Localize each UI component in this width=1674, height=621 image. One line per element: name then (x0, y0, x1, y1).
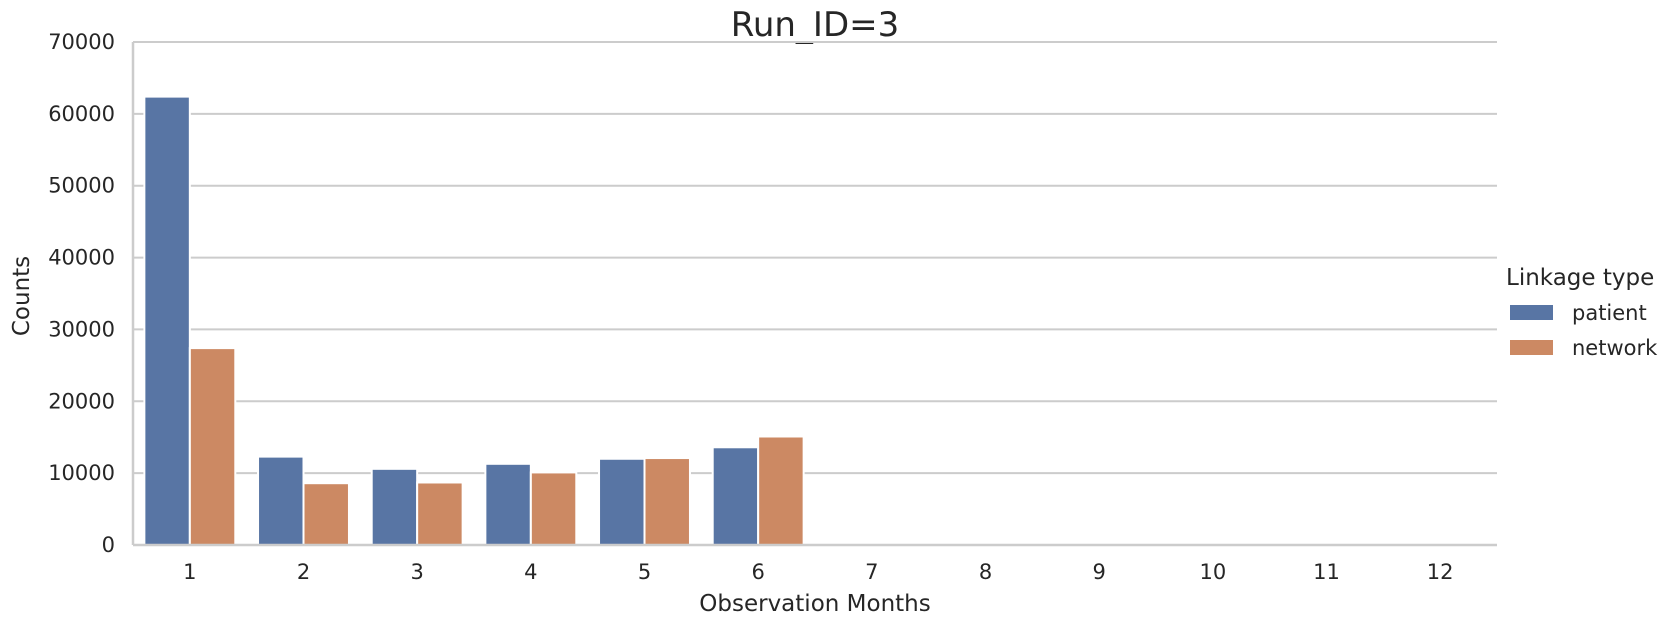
legend-label-network: network (1572, 336, 1658, 360)
x-tick-label: 1 (183, 560, 196, 584)
y-tick-label: 50000 (48, 174, 115, 198)
y-tick-label: 60000 (48, 102, 115, 126)
bar-patient-6 (711, 446, 760, 547)
legend-swatch-network (1510, 340, 1553, 355)
bar-network-3 (416, 481, 464, 546)
x-tick-label: 8 (979, 560, 992, 584)
y-tick-label: 0 (102, 533, 115, 557)
x-tick-labels: 1 2 3 4 5 6 7 8 9 10 11 12 (183, 560, 1453, 584)
bar-patient-3 (370, 467, 419, 546)
gridlines (133, 41, 1497, 475)
bar-patient-1 (143, 95, 191, 547)
y-tick-label: 30000 (48, 317, 115, 341)
x-axis-label: Observation Months (699, 591, 930, 617)
y-tick-labels: 0 10000 20000 30000 40000 50000 60000 70000 (48, 30, 115, 557)
bar-patient-2 (257, 455, 305, 547)
x-tick-label: 9 (1092, 560, 1105, 584)
legend-title: Linkage type (1506, 265, 1654, 291)
bar-network-5 (643, 457, 691, 546)
x-tick-label: 11 (1313, 560, 1340, 584)
y-tick-label: 70000 (48, 30, 115, 54)
bar-network-6 (757, 435, 805, 547)
legend-swatch-patient (1510, 305, 1553, 320)
x-tick-label: 12 (1427, 560, 1454, 584)
axes (131, 42, 1497, 547)
x-tick-label: 10 (1199, 560, 1226, 584)
x-tick-label: 6 (751, 560, 764, 584)
y-axis-label: Counts (9, 256, 35, 336)
bar-network-1 (188, 347, 237, 546)
y-tick-label: 20000 (48, 389, 115, 413)
bars (143, 95, 805, 547)
bar-network-2 (302, 482, 350, 546)
legend: Linkage type patient network (1506, 265, 1658, 360)
y-tick-label: 40000 (48, 246, 115, 270)
bar-patient-4 (484, 462, 532, 546)
chart-title: Run_ID=3 (731, 5, 900, 45)
x-tick-label: 2 (297, 560, 310, 584)
x-tick-label: 7 (865, 560, 878, 584)
bar-network-4 (529, 471, 578, 546)
x-tick-label: 5 (638, 560, 651, 584)
y-tick-label: 10000 (48, 461, 115, 485)
bar-patient-5 (598, 457, 646, 546)
x-tick-label: 4 (524, 560, 537, 584)
legend-label-patient: patient (1572, 301, 1647, 325)
x-tick-label: 3 (410, 560, 423, 584)
